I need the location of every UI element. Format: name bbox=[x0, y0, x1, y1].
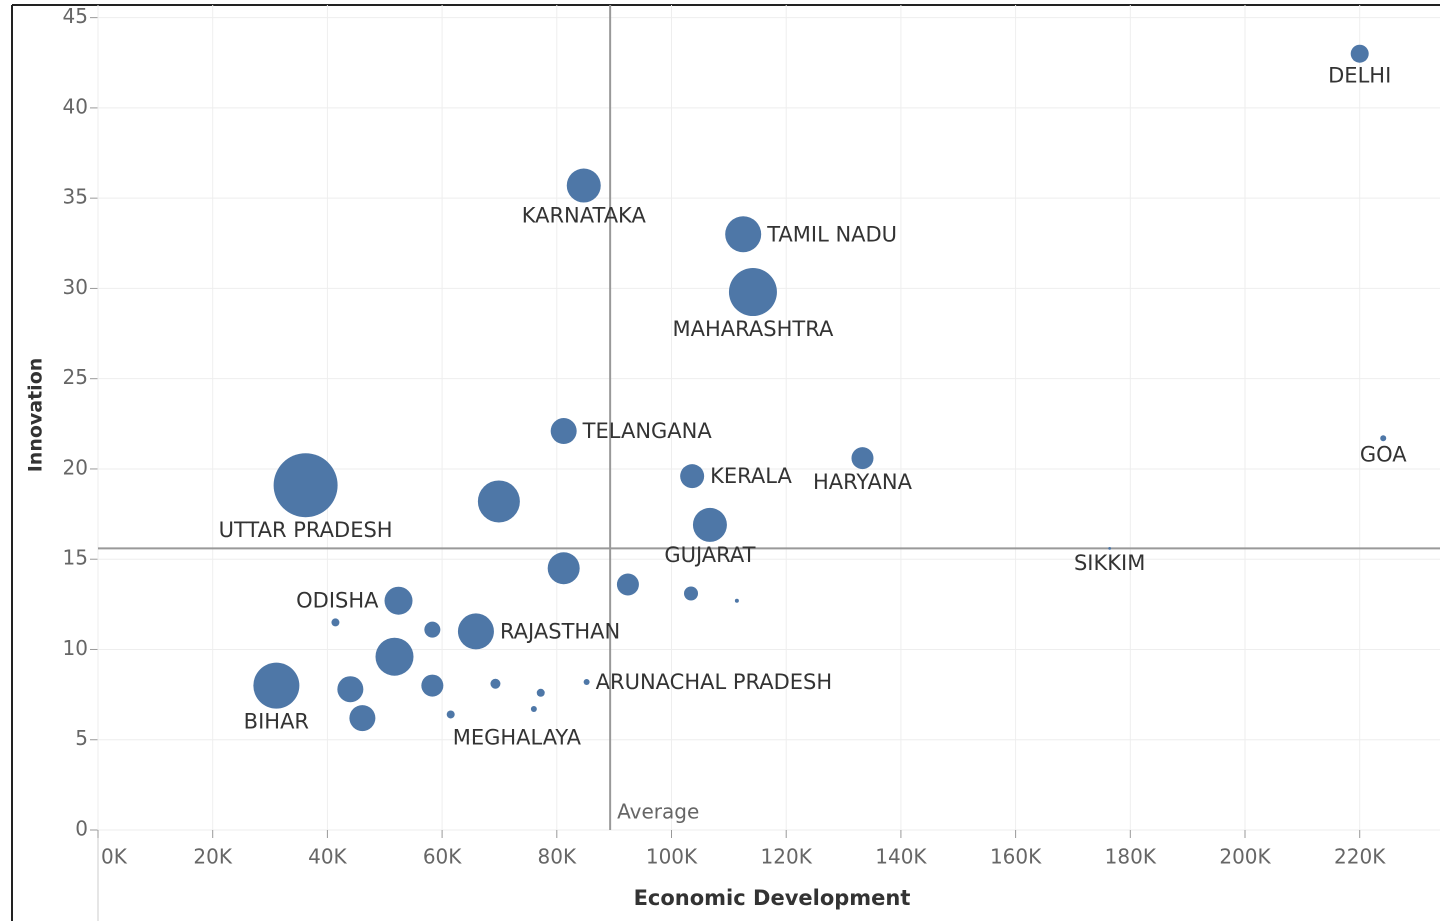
x-tick-label: 160K bbox=[990, 845, 1042, 869]
bubble bbox=[1108, 546, 1112, 550]
y-tick-label: 0 bbox=[75, 817, 88, 841]
y-tick-label: 25 bbox=[63, 365, 88, 389]
point-label: MEGHALAYA bbox=[453, 725, 582, 749]
x-tick-label: 60K bbox=[423, 845, 462, 869]
y-tick-label: 45 bbox=[63, 4, 88, 28]
bubble bbox=[684, 586, 699, 601]
y-tick-label: 5 bbox=[75, 726, 88, 750]
y-axis-title: Innovation bbox=[25, 358, 47, 473]
y-tick-label: 40 bbox=[63, 94, 88, 118]
bubble bbox=[725, 216, 762, 253]
point-label: BIHAR bbox=[244, 710, 309, 734]
bubble bbox=[734, 598, 739, 603]
bubble bbox=[477, 480, 520, 523]
bubble bbox=[692, 507, 727, 542]
bubble bbox=[331, 618, 340, 627]
x-tick-label: 200K bbox=[1219, 845, 1271, 869]
x-axis-title: Economic Development bbox=[634, 886, 911, 910]
y-tick-label: 35 bbox=[63, 185, 88, 209]
bubble bbox=[536, 688, 545, 697]
bubble bbox=[446, 710, 455, 719]
x-tick-label: 120K bbox=[761, 845, 813, 869]
point-label: GOA bbox=[1360, 442, 1407, 466]
x-tick-label: 140K bbox=[875, 845, 927, 869]
point-label: ARUNACHAL PRADESH bbox=[596, 670, 833, 694]
point-label: HARYANA bbox=[813, 470, 913, 494]
point-label: DELHI bbox=[1328, 64, 1391, 88]
bubble bbox=[253, 662, 300, 709]
x-tick-label: 220K bbox=[1334, 845, 1386, 869]
point-label: GUJARAT bbox=[664, 543, 755, 567]
bubble bbox=[1350, 44, 1369, 63]
x-tick-label: 40K bbox=[308, 845, 347, 869]
point-label: KERALA bbox=[710, 464, 792, 488]
bubble bbox=[349, 705, 376, 732]
bubble bbox=[728, 268, 777, 317]
bubble bbox=[680, 464, 705, 489]
bubble bbox=[530, 706, 537, 713]
bubble bbox=[616, 573, 639, 596]
bubble bbox=[851, 447, 874, 470]
bubble bbox=[1380, 435, 1387, 442]
point-label: SIKKIM bbox=[1074, 551, 1145, 575]
bubble bbox=[375, 637, 414, 676]
bubble bbox=[566, 168, 601, 203]
bubble bbox=[273, 453, 338, 518]
y-tick-label: 15 bbox=[63, 546, 88, 570]
point-label: KARNATAKA bbox=[522, 204, 647, 228]
point-label: MAHARASHTRA bbox=[673, 317, 834, 341]
bubble bbox=[547, 552, 580, 585]
y-tick-label: 20 bbox=[63, 455, 88, 479]
bubble bbox=[384, 586, 413, 615]
x-tick-label: 80K bbox=[538, 845, 577, 869]
average-label: Average bbox=[617, 800, 699, 824]
bubble bbox=[490, 678, 501, 689]
point-label: RAJASTHAN bbox=[500, 619, 620, 643]
bubble bbox=[421, 674, 444, 697]
y-tick-label: 30 bbox=[63, 275, 88, 299]
bubble bbox=[337, 676, 364, 703]
x-tick-label: 0K bbox=[101, 845, 128, 869]
x-tick-label: 180K bbox=[1105, 845, 1157, 869]
x-tick-label: 20K bbox=[193, 845, 232, 869]
bubble bbox=[583, 678, 590, 685]
x-tick-label: 100K bbox=[646, 845, 698, 869]
point-label: TAMIL NADU bbox=[766, 222, 897, 246]
bubble bbox=[550, 418, 577, 445]
y-tick-label: 10 bbox=[63, 636, 88, 660]
bubble bbox=[424, 621, 441, 638]
point-label: UTTAR PRADESH bbox=[219, 518, 393, 542]
point-label: ODISHA bbox=[296, 589, 379, 613]
bubble bbox=[457, 613, 494, 650]
point-label: TELANGANA bbox=[582, 419, 713, 443]
